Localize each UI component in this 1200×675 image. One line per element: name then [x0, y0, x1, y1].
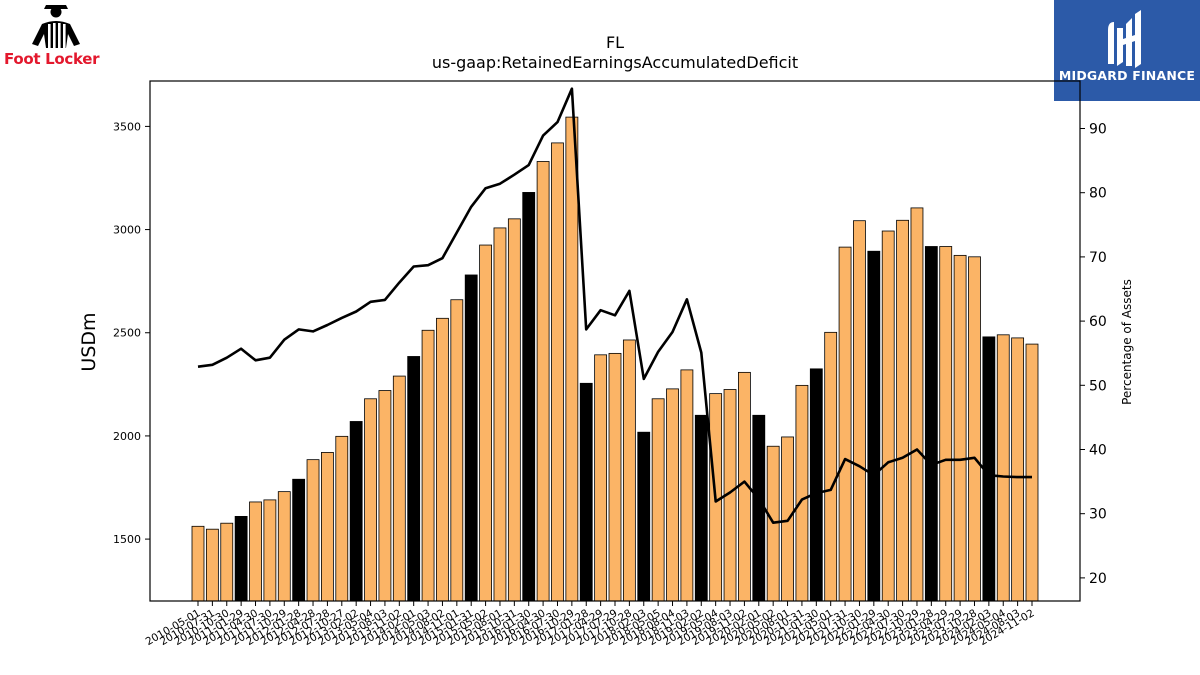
bar — [292, 478, 306, 602]
bar — [479, 244, 492, 602]
y2-tick-label: 40 — [1089, 442, 1107, 458]
bar — [795, 384, 809, 602]
y-axis-label: USDm — [78, 312, 100, 371]
bar — [234, 515, 248, 602]
bar — [824, 331, 838, 602]
bar — [853, 220, 866, 602]
bar — [680, 369, 694, 602]
bar — [996, 334, 1010, 602]
bar — [220, 522, 234, 602]
bar — [191, 525, 205, 602]
bar — [1011, 337, 1025, 602]
axes: 1500 2000 2500 3000 3500 20 30 40 50 60 70 80 90 — [113, 80, 1107, 606]
bar — [551, 142, 564, 602]
y-tick-label: 1500 — [113, 533, 141, 546]
bar — [651, 398, 665, 602]
bar — [910, 207, 924, 602]
bar — [809, 368, 823, 602]
bar — [939, 246, 953, 602]
bar — [896, 219, 909, 602]
y2-tick-label: 20 — [1089, 571, 1107, 587]
y2-tick-label: 80 — [1089, 186, 1107, 202]
bar — [579, 382, 593, 602]
midgard-finance-logo: MIDGARD FINANCE — [1054, 0, 1200, 101]
y2-tick-label: 60 — [1089, 314, 1107, 330]
bar — [392, 375, 406, 602]
x-tick-labels: 2010-05-012010-07-312010-10-302011-01-29… — [144, 607, 1037, 648]
bar — [277, 491, 291, 602]
y2-tick-label: 70 — [1089, 250, 1107, 266]
y-tick-label: 3000 — [113, 224, 141, 237]
y-tick-label: 2000 — [113, 430, 141, 443]
bar — [507, 218, 521, 602]
midgard-wordmark: MIDGARD FINANCE — [1058, 68, 1196, 83]
percentage-line — [197, 87, 1032, 525]
y-tick-label: 3500 — [113, 120, 141, 133]
bar — [594, 354, 608, 602]
bar — [464, 274, 478, 602]
bar — [694, 414, 708, 602]
bar — [565, 116, 579, 602]
bar — [536, 161, 550, 602]
y2-axis-label: Percentage of Assets — [1120, 279, 1134, 405]
y-tick-label: 2500 — [113, 327, 141, 340]
bar — [666, 388, 679, 602]
bar — [522, 192, 536, 602]
bar — [622, 339, 636, 602]
midgard-monogram-icon — [1108, 10, 1141, 68]
bar-series — [191, 116, 1039, 602]
bar — [349, 421, 363, 602]
bar — [263, 499, 277, 602]
bar — [378, 390, 392, 602]
referee-figure-icon — [32, 5, 80, 48]
y2-tick-label: 90 — [1089, 122, 1107, 138]
bar — [407, 356, 421, 602]
bar — [321, 452, 334, 602]
percentage-line-series — [197, 87, 1032, 525]
bar — [838, 246, 852, 602]
chart-title: FL — [606, 33, 624, 52]
bar — [637, 431, 651, 602]
y2-tick-label: 30 — [1089, 507, 1107, 523]
bar — [493, 227, 507, 602]
bar — [968, 256, 981, 602]
bar — [421, 329, 435, 602]
foot-locker-wordmark: Foot Locker — [4, 50, 100, 68]
bar — [881, 230, 895, 602]
bar — [953, 254, 967, 602]
bar — [205, 528, 219, 602]
y2-tick-label: 50 — [1089, 378, 1107, 394]
foot-locker-logo: Foot Locker — [0, 0, 112, 75]
bar — [608, 352, 622, 602]
chart-subtitle: us-gaap:RetainedEarningsAccumulatedDefic… — [432, 53, 798, 72]
bar — [924, 246, 938, 602]
bar — [306, 459, 320, 602]
bar — [364, 398, 377, 602]
bar — [436, 317, 449, 602]
bar — [867, 250, 881, 602]
bar — [335, 435, 349, 602]
bar — [249, 501, 262, 602]
bar — [450, 299, 464, 602]
bar — [1025, 343, 1039, 602]
